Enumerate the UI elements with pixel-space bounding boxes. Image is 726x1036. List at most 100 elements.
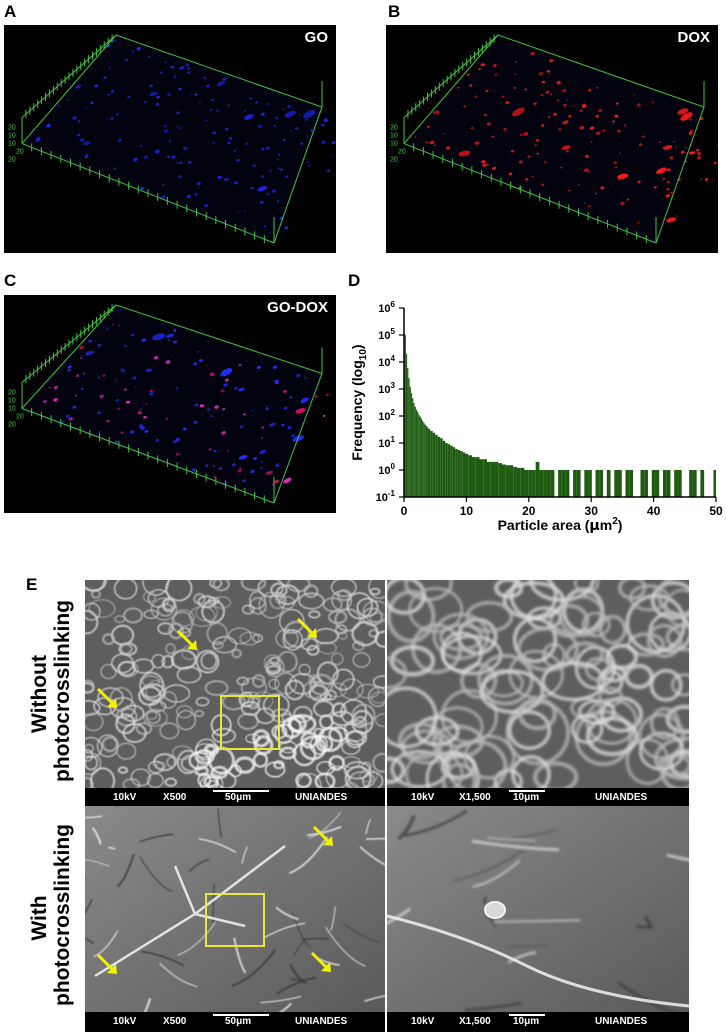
histogram-bar (655, 470, 660, 497)
stack-particle (658, 140, 661, 143)
x-tick-label: 20 (522, 504, 536, 518)
sem-fiber (194, 709, 205, 718)
stack-particle (285, 175, 288, 178)
histogram-bar (425, 426, 428, 497)
stack-particle (560, 166, 563, 169)
sem-ridge (116, 854, 135, 888)
stack-particle (145, 403, 148, 405)
stack-particle (688, 151, 696, 155)
sem-ridge (507, 951, 536, 964)
stack-particle (221, 431, 226, 435)
stack-particle (616, 129, 621, 133)
x-tick-label: 30 (585, 504, 599, 518)
sem-fiber (298, 663, 311, 676)
sem-fiber (477, 653, 534, 706)
stack-particle (194, 403, 199, 407)
stack-particle (294, 127, 299, 130)
stack-particle (228, 136, 233, 140)
stack-particle (159, 71, 163, 74)
sem-fiber (245, 733, 261, 744)
stack-particle (666, 187, 670, 191)
sem-ridge (158, 962, 198, 988)
stack-particle (260, 466, 263, 469)
stack-particle (36, 137, 41, 141)
sem-fiber (165, 643, 176, 655)
stack-particle (123, 344, 127, 347)
sem-fiber (114, 615, 126, 624)
stack-particle (164, 61, 167, 64)
stack-particle (666, 168, 671, 172)
stack-particle (67, 368, 71, 372)
stack-particle (300, 397, 309, 404)
stack-particle (80, 357, 83, 359)
stack-particle (187, 67, 191, 70)
y-tick-label: 105 (378, 327, 395, 342)
stack-particle (120, 309, 122, 312)
y-axis-ticks: 106 105 104 103 102 101 100 10-1 (376, 300, 404, 504)
stack-particle (163, 129, 169, 133)
stack-particle (494, 73, 497, 76)
histogram-bar (409, 386, 411, 497)
stack-particle (508, 172, 513, 176)
row-label-without-line1: Without (28, 655, 51, 733)
sem-fiber (275, 629, 299, 649)
stack-particle (196, 350, 200, 353)
stack-particle (238, 454, 248, 460)
stack-particle (637, 222, 640, 224)
sem-fiber (195, 696, 210, 707)
stack-particle (124, 58, 129, 62)
stack-particle (209, 372, 215, 376)
stack-particle (713, 161, 717, 165)
stack-particle (474, 95, 478, 98)
sem-fiber (278, 595, 295, 610)
sem-fiber (157, 622, 174, 635)
stack-particle (132, 376, 137, 380)
stack-particle (178, 66, 185, 70)
stack-particle (514, 73, 517, 75)
sem-ridge (404, 809, 468, 837)
sem-fiber (637, 712, 685, 760)
stack-particle (115, 399, 119, 402)
histogram-bar (455, 448, 458, 497)
sem-bead (484, 901, 506, 919)
stack-particle (173, 75, 177, 78)
stack-particle (533, 102, 537, 105)
stack-particle (704, 178, 709, 181)
sem-image-without-x1500: 10kV X1,500 10μm UNIANDES (387, 580, 689, 808)
sem-fiber (665, 704, 689, 734)
stack-particle (510, 149, 515, 153)
stack-particle (250, 187, 254, 190)
stack-particle (167, 155, 170, 158)
arrow-shaft (310, 951, 328, 969)
stack-particle (94, 84, 99, 88)
stack-particle (112, 323, 115, 326)
sem-ridge (472, 859, 521, 888)
stack-edge (655, 106, 705, 244)
histogram-bar (573, 470, 577, 497)
stack-particle (176, 162, 179, 164)
stack-particle (626, 198, 629, 201)
stack-particle (82, 372, 86, 375)
histogram-bar (535, 461, 540, 497)
stack-particle (623, 124, 627, 127)
panel-label-dox: DOX (677, 29, 710, 46)
histogram-bar (713, 470, 716, 497)
histogram-bar (460, 451, 463, 497)
histogram-bar (404, 335, 406, 497)
histogram-bar (498, 463, 502, 497)
stack-axis-label: 20 (16, 413, 24, 420)
sem-fiber (512, 616, 558, 664)
stack-particle (562, 88, 567, 93)
histogram-bar (445, 443, 448, 497)
sem-fiber (252, 633, 263, 643)
sem-ridge (301, 937, 330, 940)
stack-particle (85, 107, 87, 110)
stack-particle (77, 120, 81, 123)
sem-fiber (299, 735, 327, 761)
histogram-bar (501, 464, 506, 497)
sem-ridge (364, 994, 385, 1002)
histogram-bar (565, 470, 570, 497)
stack-particle (257, 186, 267, 192)
sem-fiber (221, 693, 246, 711)
stack-particle (187, 160, 192, 164)
